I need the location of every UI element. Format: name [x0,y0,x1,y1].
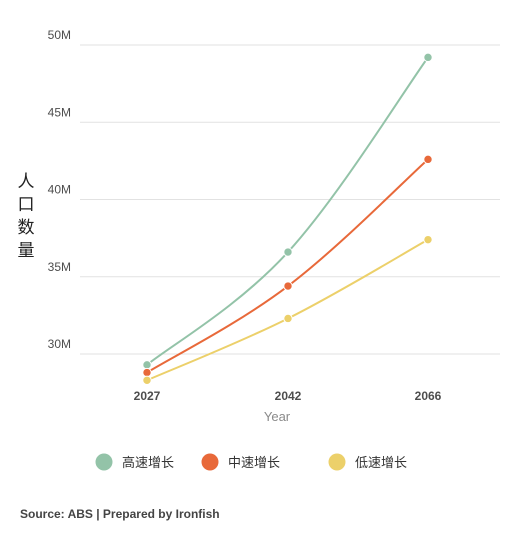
series-lines [146,56,429,382]
legend-marker [201,453,219,471]
y-axis-title-char: 量 [18,241,35,261]
gridlines [80,44,500,355]
y-tick-label: 35M [48,260,71,274]
x-tick-label: 2042 [275,389,302,403]
data-point [142,375,152,385]
y-axis-title-char: 口 [18,195,35,215]
y-axis-title-char: 人 [18,172,35,192]
legend-label: 低速增长 [355,456,407,471]
y-tick-label: 45M [48,105,71,119]
x-axis-title: Year [264,409,291,424]
series-line [146,238,429,382]
data-point [423,154,433,165]
legend-marker [328,453,346,471]
y-tick-label: 50M [48,28,71,42]
source-note: Source: ABS | Prepared by Ironfish [20,507,220,521]
series-points [142,52,433,385]
data-point [142,360,152,370]
data-point [283,313,293,324]
legend-label: 高速增长 [122,455,174,471]
legend-marker [95,453,113,471]
x-tick-label: 2027 [134,389,161,403]
legend: 高速增长 中速增长 低速增长 [95,453,407,471]
y-tick-label: 30M [48,337,71,351]
x-axis-ticks: 2027 2042 2066 [134,389,442,403]
data-point [283,281,293,291]
data-point [423,234,433,245]
data-point [423,52,433,63]
y-tick-label: 40M [48,183,71,197]
y-axis-ticks: 30M 35M 40M 45M 50M [48,28,71,351]
data-point [142,367,152,378]
data-point [283,247,293,257]
series-line [146,158,429,374]
legend-label: 中速增长 [228,456,280,471]
x-tick-label: 2066 [415,389,442,403]
y-axis-title-char: 数 [18,218,35,238]
